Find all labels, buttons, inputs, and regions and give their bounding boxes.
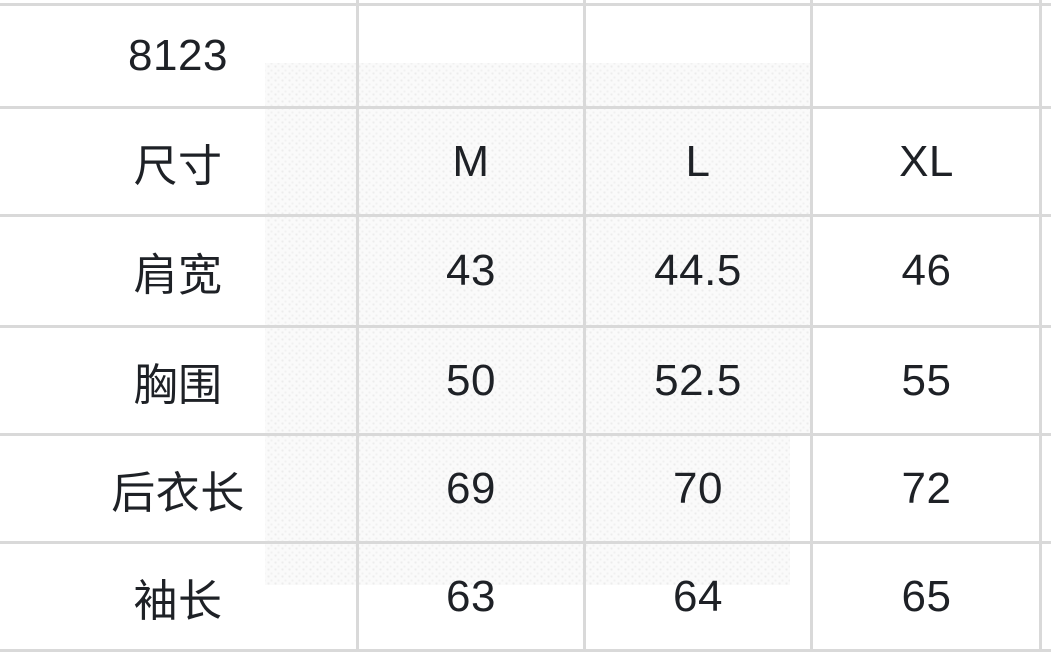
grid-vline-4	[1039, 0, 1042, 652]
product-code-cell: 8123	[128, 31, 228, 80]
header-cell-m: M	[452, 136, 490, 186]
value-chest-xl: 55	[901, 355, 952, 405]
grid-hline-7	[0, 649, 1051, 652]
grid-hline-1	[0, 3, 1051, 6]
row-label-chest: 胸围	[133, 360, 223, 410]
background-texture-lower	[265, 433, 790, 585]
grid-hline-3	[0, 214, 1051, 217]
row-label-back-length: 后衣长	[111, 468, 245, 518]
value-back-length-xl: 72	[901, 463, 952, 513]
value-sleeve-length-xl: 65	[901, 571, 952, 621]
grid-hline-6	[0, 541, 1051, 544]
value-back-length-m: 69	[446, 463, 496, 513]
value-chest-m: 50	[446, 355, 496, 405]
header-cell-l: L	[685, 136, 711, 186]
value-shoulder-xl: 46	[901, 246, 952, 295]
grid-hline-2	[0, 106, 1051, 109]
grid-hline-4	[0, 325, 1051, 328]
value-shoulder-m: 43	[446, 246, 496, 295]
header-cell-xl: XL	[899, 136, 954, 186]
grid-vline-1	[356, 0, 359, 652]
value-shoulder-l: 44.5	[654, 246, 742, 295]
grid-vline-2	[583, 0, 586, 652]
value-sleeve-length-m: 63	[446, 571, 496, 621]
value-back-length-l: 70	[673, 463, 723, 513]
header-cell-size-label: 尺寸	[133, 141, 223, 191]
grid-hline-5	[0, 433, 1051, 436]
row-label-shoulder-width: 肩宽	[133, 251, 223, 300]
row-label-sleeve-length: 袖长	[133, 576, 223, 626]
value-chest-l: 52.5	[654, 355, 742, 405]
value-sleeve-length-l: 64	[673, 571, 723, 621]
grid-vline-3	[810, 0, 813, 652]
